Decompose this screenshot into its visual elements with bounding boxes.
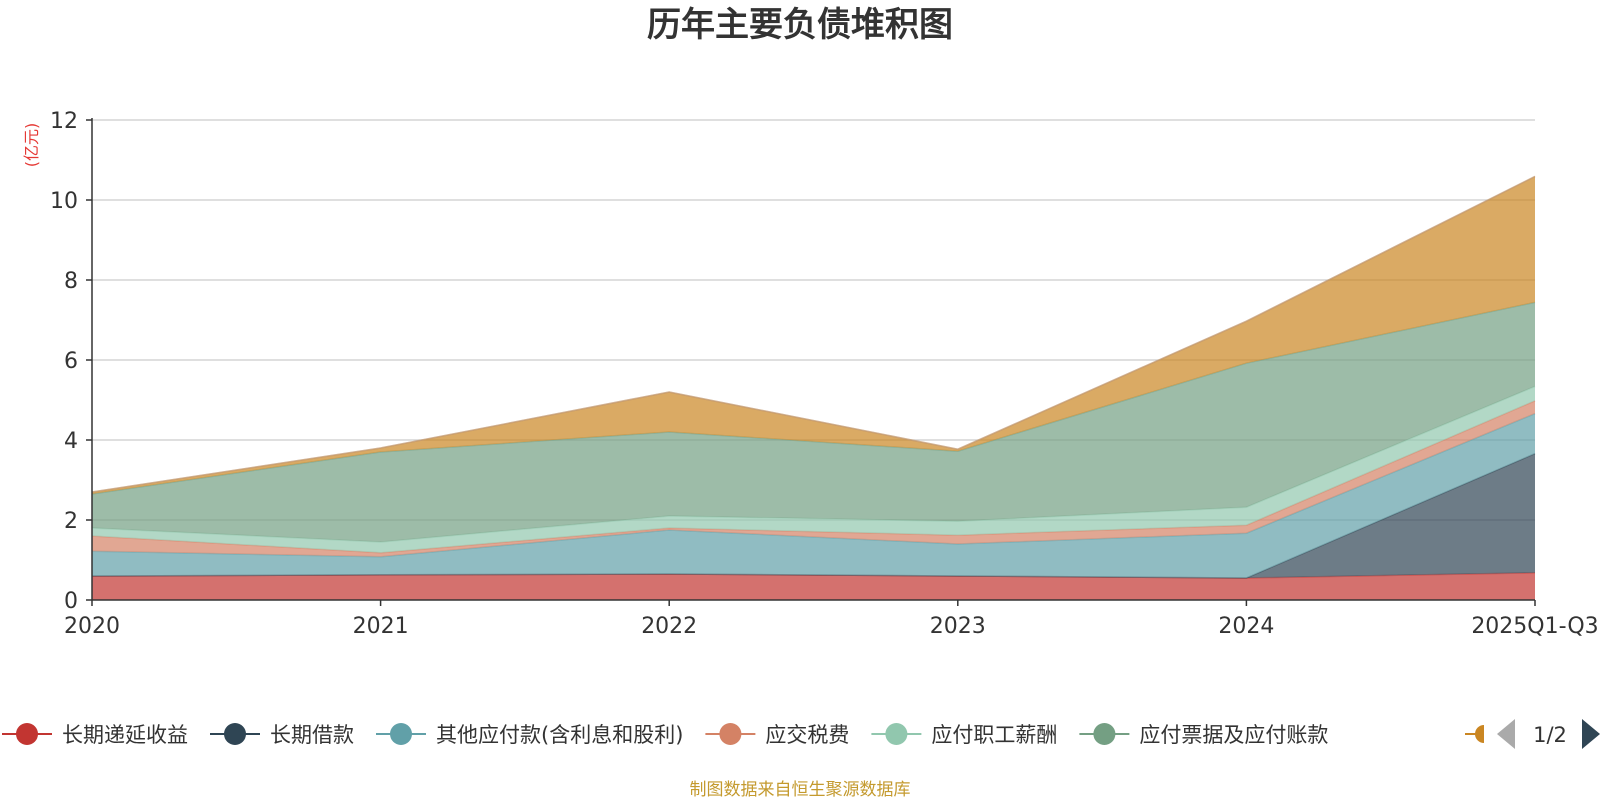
x-tick-label: 2024 [1218, 614, 1274, 639]
legend-dot-icon [16, 723, 38, 745]
legend-item-clipped[interactable] [1465, 725, 1484, 743]
y-axis-unit: (亿元) [22, 123, 41, 168]
area-长期借款 [92, 453, 1535, 578]
legend-prev-page-icon[interactable] [1497, 719, 1515, 749]
x-tick-label: 2023 [930, 614, 986, 639]
x-tick-label: 2025Q1-Q3 [1471, 614, 1598, 639]
x-tick-label: 2021 [353, 614, 409, 639]
legend-next-page-icon[interactable] [1582, 719, 1600, 749]
legend-label: 应付票据及应付账款 [1139, 723, 1328, 747]
area-series [91, 175, 1536, 600]
area-应付票据及应付账款 [92, 302, 1535, 542]
legend-dot-icon [1093, 723, 1116, 745]
y-tick-label: 0 [64, 589, 78, 614]
legend-label: 应交税费 [765, 723, 849, 747]
legend-label: 长期借款 [270, 723, 354, 747]
legend-item[interactable]: 其他应付款(含利息和股利) [376, 723, 683, 747]
legend-dot-icon [719, 723, 742, 745]
axes: 0 2 4 6 8 10 12 2020 2021 2022 2023 2024 2025Q1-Q3 [50, 109, 1599, 639]
legend-dot-icon [1475, 725, 1484, 743]
legend-label: 其他应付款(含利息和股利) [436, 723, 683, 747]
area-line-短期借款 [91, 175, 1536, 493]
area-长期递延收益 [92, 572, 1535, 600]
y-tick-label: 2 [64, 509, 78, 534]
area-合同负债 [92, 176, 1535, 494]
legend-dot-icon [390, 723, 412, 745]
legend-page-indicator: 1/2 [1533, 723, 1567, 747]
legend-label: 长期递延收益 [62, 723, 188, 747]
chart-title: 历年主要负债堆积图 [647, 5, 953, 45]
y-tick-label: 12 [50, 109, 78, 134]
legend-item[interactable]: 应交税费 [705, 723, 849, 747]
data-source-note: 制图数据来自恒生聚源数据库 [690, 780, 911, 800]
legend-dot-icon [885, 723, 908, 745]
legend-item[interactable]: 应付职工薪酬 [871, 723, 1057, 747]
y-tick-label: 4 [64, 429, 78, 454]
x-tick-label: 2022 [641, 614, 697, 639]
legend-label: 应付职工薪酬 [931, 723, 1057, 747]
y-tick-label: 8 [64, 269, 78, 294]
y-tick-label: 6 [64, 349, 78, 374]
legend-item[interactable]: 长期借款 [210, 723, 354, 747]
legend-item[interactable]: 应付票据及应付账款 [1079, 723, 1328, 747]
y-tick-label: 10 [50, 189, 78, 214]
legend-item[interactable]: 长期递延收益 [2, 723, 188, 747]
legend[interactable]: 长期递延收益 长期借款 其他应付款(含利息和股利) 应交税费 应付职工薪酬 应付票据及应付… [2, 719, 1600, 749]
area-其他应付款(含利息和股利) [92, 413, 1535, 578]
x-tick-label: 2020 [64, 614, 120, 639]
legend-dot-icon [224, 723, 246, 745]
